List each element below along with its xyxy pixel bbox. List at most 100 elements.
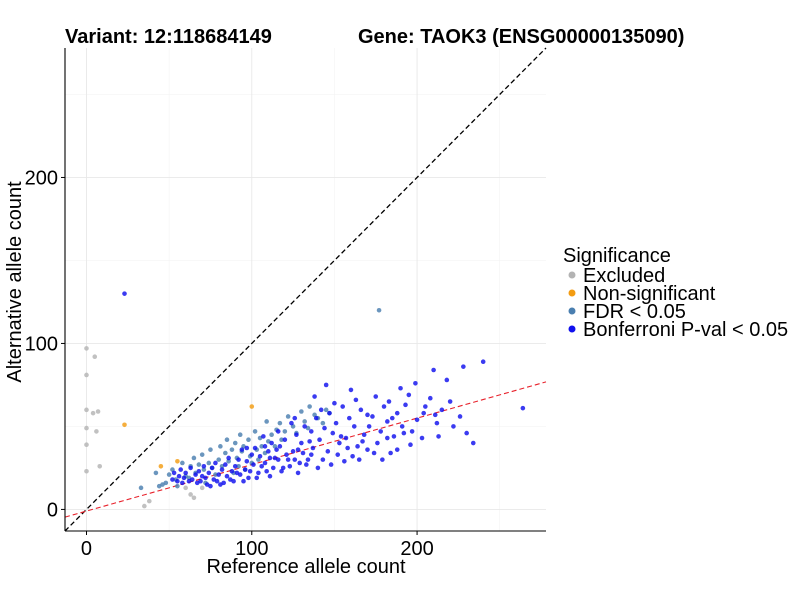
legend-title: Significance — [563, 245, 671, 267]
data-point-bonferroni-p-val-0-05 — [188, 465, 193, 471]
data-point-bonferroni-p-val-0-05 — [269, 440, 274, 446]
data-point-bonferroni-p-val-0-05 — [292, 457, 298, 462]
data-point-fdr-0-05 — [153, 470, 159, 476]
data-point-bonferroni-p-val-0-05 — [419, 435, 425, 441]
legend-key-fdr-0-05 — [568, 307, 576, 315]
data-point-bonferroni-p-val-0-05 — [249, 452, 255, 457]
data-point-fdr-0-05 — [180, 460, 185, 466]
data-point-bonferroni-p-val-0-05 — [366, 424, 372, 429]
data-point-excluded — [199, 485, 205, 491]
data-point-bonferroni-p-val-0-05 — [355, 444, 360, 449]
data-point-bonferroni-p-val-0-05 — [327, 410, 332, 416]
data-point-fdr-0-05 — [216, 457, 222, 462]
data-point-bonferroni-p-val-0-05 — [264, 468, 269, 474]
data-point-bonferroni-p-val-0-05 — [196, 468, 202, 474]
data-point-excluded — [191, 495, 197, 501]
data-point-bonferroni-p-val-0-05 — [183, 470, 188, 476]
data-point-bonferroni-p-val-0-05 — [318, 407, 324, 413]
data-point-fdr-0-05 — [279, 437, 284, 443]
data-point-fdr-0-05 — [320, 420, 326, 426]
data-point-fdr-0-05 — [191, 455, 197, 461]
data-point-bonferroni-p-val-0-05 — [244, 458, 250, 464]
data-point-bonferroni-p-val-0-05 — [436, 434, 441, 439]
data-point-bonferroni-p-val-0-05 — [307, 439, 312, 444]
data-point-bonferroni-p-val-0-05 — [294, 432, 299, 438]
data-point-bonferroni-p-val-0-05 — [370, 414, 375, 419]
data-point-bonferroni-p-val-0-05 — [356, 457, 362, 462]
data-point-excluded — [84, 442, 89, 447]
data-point-bonferroni-p-val-0-05 — [277, 444, 283, 449]
data-point-bonferroni-p-val-0-05 — [375, 440, 380, 446]
data-point-excluded — [94, 429, 99, 434]
data-point-bonferroni-p-val-0-05 — [385, 435, 390, 441]
data-point-bonferroni-p-val-0-05 — [340, 404, 345, 409]
data-point-bonferroni-p-val-0-05 — [285, 457, 291, 462]
data-point-bonferroni-p-val-0-05 — [439, 407, 445, 413]
data-point-bonferroni-p-val-0-05 — [284, 452, 289, 457]
data-point-bonferroni-p-val-0-05 — [262, 460, 268, 466]
data-point-bonferroni-p-val-0-05 — [299, 440, 304, 446]
data-point-bonferroni-p-val-0-05 — [330, 430, 336, 436]
data-point-excluded — [84, 407, 89, 413]
legend-label: Excluded — [583, 265, 665, 287]
data-point-bonferroni-p-val-0-05 — [252, 445, 258, 451]
data-point-bonferroni-p-val-0-05 — [175, 478, 180, 484]
data-point-bonferroni-p-val-0-05 — [213, 460, 218, 466]
data-point-bonferroni-p-val-0-05 — [229, 468, 235, 474]
x-tick-label: 200 — [400, 538, 433, 560]
data-point-bonferroni-p-val-0-05 — [254, 475, 260, 481]
data-point-bonferroni-p-val-0-05 — [470, 440, 476, 446]
data-point-bonferroni-p-val-0-05 — [351, 424, 357, 429]
data-point-bonferroni-p-val-0-05 — [427, 395, 433, 401]
data-point-non-significant — [122, 422, 127, 428]
data-point-bonferroni-p-val-0-05 — [227, 477, 233, 482]
data-point-fdr-0-05 — [237, 432, 243, 438]
data-point-bonferroni-p-val-0-05 — [332, 400, 337, 406]
data-point-bonferroni-p-val-0-05 — [261, 434, 266, 439]
data-point-bonferroni-p-val-0-05 — [315, 465, 321, 471]
data-point-bonferroni-p-val-0-05 — [480, 359, 486, 365]
data-point-bonferroni-p-val-0-05 — [186, 478, 192, 484]
data-point-bonferroni-p-val-0-05 — [300, 450, 306, 456]
data-point-bonferroni-p-val-0-05 — [347, 415, 352, 421]
data-point-fdr-0-05 — [269, 432, 274, 438]
data-point-fdr-0-05 — [226, 458, 231, 464]
data-point-bonferroni-p-val-0-05 — [361, 432, 367, 438]
data-point-bonferroni-p-val-0-05 — [432, 412, 438, 418]
data-point-fdr-0-05 — [223, 450, 228, 456]
data-point-bonferroni-p-val-0-05 — [365, 412, 370, 418]
data-point-bonferroni-p-val-0-05 — [385, 419, 390, 424]
data-point-bonferroni-p-val-0-05 — [360, 439, 365, 444]
data-point-fdr-0-05 — [236, 463, 241, 469]
data-point-bonferroni-p-val-0-05 — [241, 478, 246, 484]
data-point-bonferroni-p-val-0-05 — [256, 470, 261, 476]
data-point-bonferroni-p-val-0-05 — [239, 447, 245, 452]
y-tick-label: 0 — [47, 499, 58, 521]
data-point-bonferroni-p-val-0-05 — [275, 457, 281, 462]
axes: 0 100 200 0 100 200 — [25, 48, 546, 560]
data-point-fdr-0-05 — [277, 420, 283, 426]
reference-lines — [64, 47, 547, 532]
data-point-bonferroni-p-val-0-05 — [457, 414, 463, 419]
data-point-bonferroni-p-val-0-05 — [394, 447, 400, 452]
data-point-bonferroni-p-val-0-05 — [310, 445, 316, 451]
data-point-bonferroni-p-val-0-05 — [236, 457, 241, 462]
data-point-bonferroni-p-val-0-05 — [386, 399, 392, 404]
data-point-bonferroni-p-val-0-05 — [216, 472, 222, 477]
data-point-bonferroni-p-val-0-05 — [304, 462, 309, 467]
data-point-bonferroni-p-val-0-05 — [317, 437, 322, 443]
data-point-bonferroni-p-val-0-05 — [461, 364, 466, 369]
data-point-bonferroni-p-val-0-05 — [247, 468, 253, 474]
data-points — [84, 291, 526, 509]
data-point-fdr-0-05 — [138, 485, 144, 491]
data-point-bonferroni-p-val-0-05 — [403, 402, 408, 408]
data-point-fdr-0-05 — [166, 472, 172, 477]
data-point-bonferroni-p-val-0-05 — [259, 463, 264, 469]
data-point-bonferroni-p-val-0-05 — [343, 435, 349, 441]
data-point-bonferroni-p-val-0-05 — [223, 462, 228, 467]
y-tick-label: 200 — [25, 167, 58, 189]
data-point-bonferroni-p-val-0-05 — [308, 452, 314, 457]
data-point-fdr-0-05 — [213, 472, 218, 477]
